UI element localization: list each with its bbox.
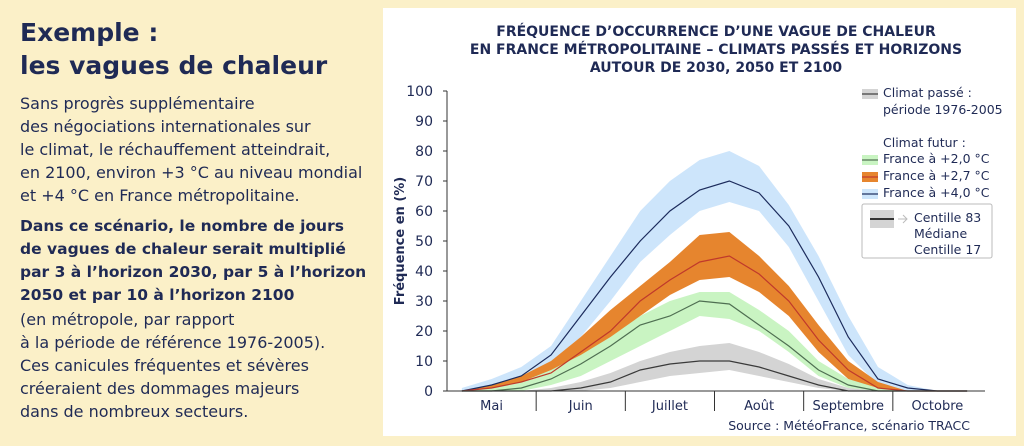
chart-title: FRÉQUENCE D’OCCURRENCE D’UNE VAGUE DE CH… [496,23,936,40]
x-tick-label: Juin [568,399,593,414]
x-tick-label: Septembre [812,399,884,414]
x-tick-label: Août [744,399,774,414]
paragraph-line: des négociations internationales sur [20,117,311,136]
chart-title: AUTOUR DE 2030, 2050 ET 2100 [590,60,843,76]
paragraph-line: et +4 °C en France métropolitaine. [20,186,300,205]
paragraph-line: Ces canicules fréquentes et sévères [20,356,309,375]
key-arrow [898,214,908,224]
bold-line: 2050 et par 10 à l’horizon 2100 [20,286,295,304]
y-tick-label: 30 [415,294,433,310]
paragraph-line: dans de nombreux secteurs. [20,402,249,421]
x-tick-label: Mai [480,399,503,414]
key-label: Centille 17 [914,242,982,257]
paragraph-line: le climat, le réchauffement atteindrait, [20,140,331,159]
y-tick-label: 80 [415,144,433,160]
y-tick-label: 60 [415,204,433,220]
band [461,343,968,391]
y-tick-label: 20 [415,324,433,340]
chart-title: EN FRANCE MÉTROPOLITAINE – CLIMATS PASSÉ… [470,41,962,58]
paragraph-line: (en métropole, par rapport [20,310,235,329]
y-axis-label: Fréquence en (%) [393,177,408,305]
median-line [461,255,968,392]
y-tick-label: 90 [415,114,433,130]
y-tick-label: 70 [415,174,433,190]
heading: les vagues de chaleur [20,51,328,80]
bold-line: Dans ce scénario, le nombre de jours [20,217,344,235]
y-tick-label: 50 [415,234,433,250]
x-tick-label: Juillet [651,399,688,414]
source: Source : MétéoFrance, scénario TRACC [728,418,970,433]
y-tick-label: 100 [406,84,433,100]
median-line [461,180,968,392]
heading: Exemple : [20,18,159,47]
legend-label: France à +2,0 °C [883,151,990,166]
band [461,292,968,391]
key-box [861,203,993,259]
legend-label: France à +4,0 °C [883,185,990,200]
band [461,151,968,391]
key-label: Centille 83 [914,210,982,225]
bold-line: par 3 à l’horizon 2030, par 5 à l’horizo… [20,263,367,281]
legend-heading: Climat futur : [883,135,966,150]
paragraph-line: créeraient des dommages majeurs [20,379,300,398]
key-label: Médiane [914,226,968,241]
paragraph-line: Sans progrès supplémentaire [20,94,255,113]
bold-line: de vagues de chaleur serait multiplié [20,240,346,258]
legend-label: France à +2,7 °C [883,168,990,183]
y-tick-label: 10 [415,354,433,370]
y-tick-label: 0 [424,384,433,400]
paragraph-line: en 2100, environ +3 °C au niveau mondial [20,163,363,182]
y-tick-label: 40 [415,264,433,280]
paragraph-line: à la période de référence 1976-2005). [20,333,326,352]
x-tick-label: Octobre [912,399,964,414]
legend-label: Climat passé : période 1976-2005 [883,85,1003,117]
